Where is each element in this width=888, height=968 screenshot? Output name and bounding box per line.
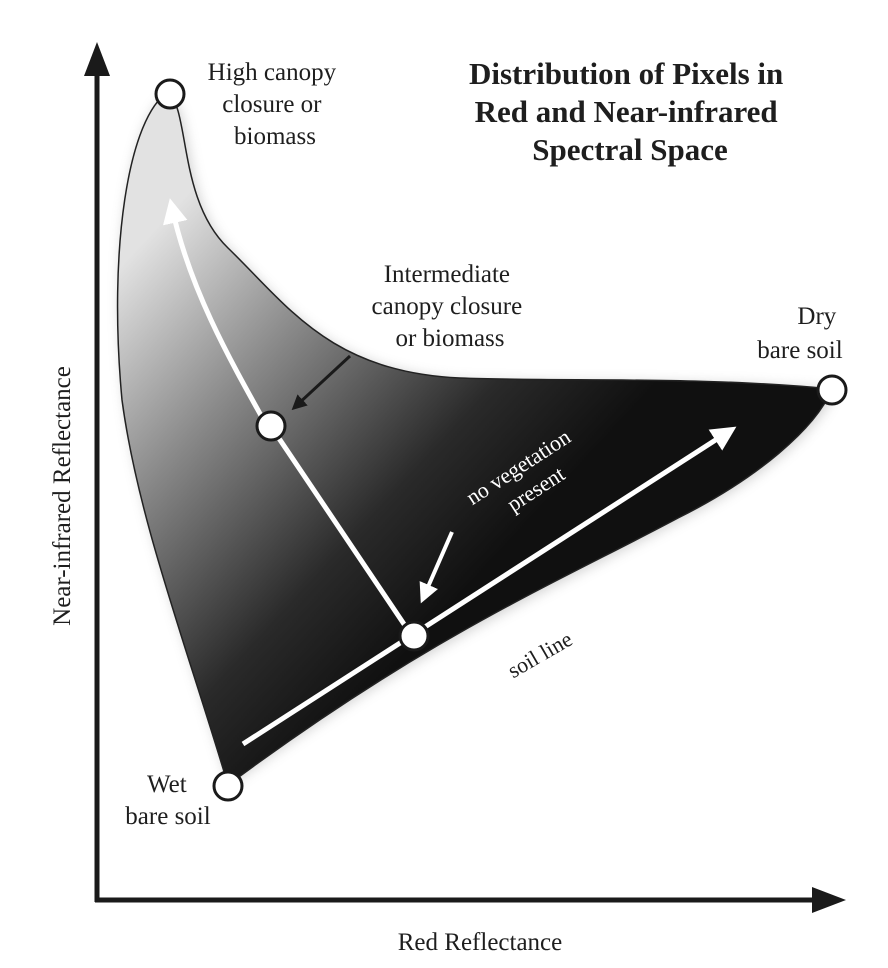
y-axis-label: Near-infrared Reflectance [49,366,76,626]
y-axis-arrow-icon [84,42,110,76]
wet-soil-label: Wet bare soil [125,771,210,830]
intermediate-label: Intermediate canopy closure or biomass [372,261,529,352]
no-vegetation-pointer-arrow [419,531,454,604]
title-line-1: Distribution of Pixels in [469,56,783,91]
soil-line-arrow [241,426,737,747]
dry-soil-label: Dry bare soil [757,303,842,364]
intermediate-marker [255,410,287,442]
vegetation-growth-arrow [163,198,271,430]
title-line-3: Spectral Space [532,132,727,167]
no-vegetation-marker [398,620,430,652]
high-canopy-marker [154,78,186,110]
x-axis-label: Red Reflectance [398,929,563,956]
intermediate-pointer-arrow [291,354,352,411]
diagram-title: Distribution of Pixels in Red and Near-i… [469,56,791,167]
wet-soil-marker [212,770,244,802]
x-axis-arrow-icon [812,887,846,913]
high-canopy-label: High canopy closure or biomass [208,59,343,150]
pixel-distribution-region [116,91,834,787]
title-line-2: Red and Near-infrared [475,94,778,129]
soil-line-label: soil line [503,626,576,683]
intermediate-to-soil-line [269,426,415,638]
dry-soil-marker [816,374,848,406]
